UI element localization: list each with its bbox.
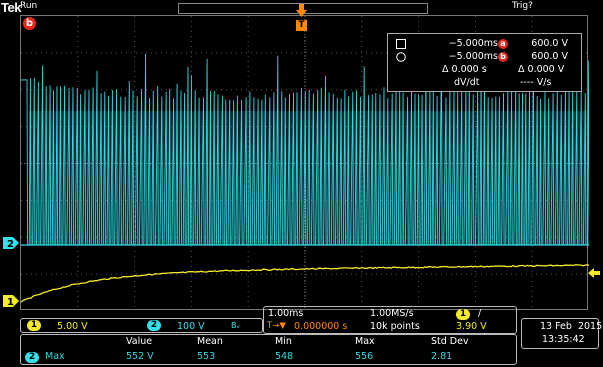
circle-cursor-icon — [396, 52, 406, 62]
square-cursor-icon — [396, 39, 406, 49]
cursor-b-marker[interactable]: b — [23, 17, 36, 30]
horizontal-scale[interactable]: 1.00ms — [268, 308, 304, 319]
cursor-a-value: 600.0 V — [531, 38, 568, 49]
dvdt-value: ---- V/s — [520, 77, 552, 88]
trigger-marker[interactable]: T — [296, 20, 307, 31]
waveform-graticule[interactable] — [20, 15, 589, 311]
cursor-row-a: −5.000ms a 600.0 V — [388, 38, 581, 50]
trigger-status: Trig? — [512, 1, 533, 11]
dvdt-label: dV/dt — [454, 77, 480, 88]
ch2-ground-marker[interactable]: 2 — [3, 237, 19, 249]
trigger-source-badge[interactable]: 1 — [456, 309, 470, 320]
meas-header-max: Max — [355, 336, 375, 347]
ch1-marker-label: 1 — [7, 297, 14, 307]
meas-value: 552 V — [126, 351, 154, 362]
date: 13 Feb 2015 — [540, 321, 603, 332]
trigger-level-arrow-icon[interactable] — [588, 268, 600, 278]
cursor-row-b: −5.000ms b 600.0 V — [388, 51, 581, 63]
meas-stddev: 2.81 — [431, 351, 453, 362]
meas-header-stddev: Std Dev — [431, 336, 469, 347]
meas-type[interactable]: Max — [45, 351, 65, 362]
meas-header-min: Min — [275, 336, 292, 347]
measurement-panel[interactable]: Value Mean Min Max Std Dev 2 Max 552 V 5… — [20, 334, 517, 365]
cursor-b-time: −5.000ms — [448, 51, 498, 62]
bandwidth-limit-icon: Bᵥ — [231, 321, 240, 330]
acquisition-state: Run — [20, 1, 38, 11]
meas-max: 556 — [355, 351, 374, 362]
meas-source-badge[interactable]: 2 — [25, 352, 39, 363]
ch1-waveform — [21, 264, 589, 303]
trigger-position-arrow-icon — [296, 4, 307, 17]
waveform-display — [21, 16, 589, 311]
brand-logo: Tek — [1, 0, 21, 15]
timebase-trigger-panel[interactable]: 1.00ms 1.00MS/s 1 / T→▼ 0.000000 s 10k p… — [263, 306, 517, 334]
cursor-a-badge: a — [498, 39, 508, 49]
time: 13:35:42 — [542, 334, 585, 345]
trigger-level[interactable]: 3.90 V — [456, 321, 487, 332]
meas-header-mean: Mean — [197, 336, 223, 347]
ch2-marker-label: 2 — [7, 239, 14, 249]
ch1-ground-marker[interactable]: 1 — [3, 295, 19, 307]
cursor-readout[interactable]: −5.000ms a 600.0 V −5.000ms b 600.0 V Δ … — [387, 33, 582, 92]
record-length[interactable]: 10k points — [370, 321, 420, 332]
ch2-badge[interactable]: 2 — [147, 320, 161, 331]
ch1-badge[interactable]: 1 — [27, 320, 41, 331]
sample-rate: 1.00MS/s — [370, 308, 414, 319]
trigger-position-icon: T→▼ — [267, 321, 286, 331]
ch2-scale[interactable]: 100 V — [177, 321, 205, 332]
cursor-delta-value: Δ 0.000 V — [518, 64, 565, 75]
cursor-b-badge: b — [498, 52, 508, 62]
trigger-slope-icon: / — [478, 308, 482, 319]
readout-panel — [0, 310, 603, 367]
cursor-delta-time: Δ 0.000 s — [442, 64, 487, 75]
ch2-waveform-fill — [29, 111, 589, 245]
cursor-a-time: −5.000ms — [448, 38, 498, 49]
meas-mean: 553 — [197, 351, 216, 362]
trigger-position[interactable]: 0.000000 s — [294, 321, 348, 332]
cursor-b-value: 600.0 V — [531, 51, 568, 62]
channel-scale-panel[interactable]: 1 5.00 V 2 100 V Bᵥ — [20, 318, 263, 333]
meas-min: 548 — [275, 351, 294, 362]
ch1-scale[interactable]: 5.00 V — [57, 321, 88, 332]
date-time-panel: 13 Feb 2015 13:35:42 — [521, 318, 603, 349]
meas-header-value: Value — [126, 336, 153, 347]
